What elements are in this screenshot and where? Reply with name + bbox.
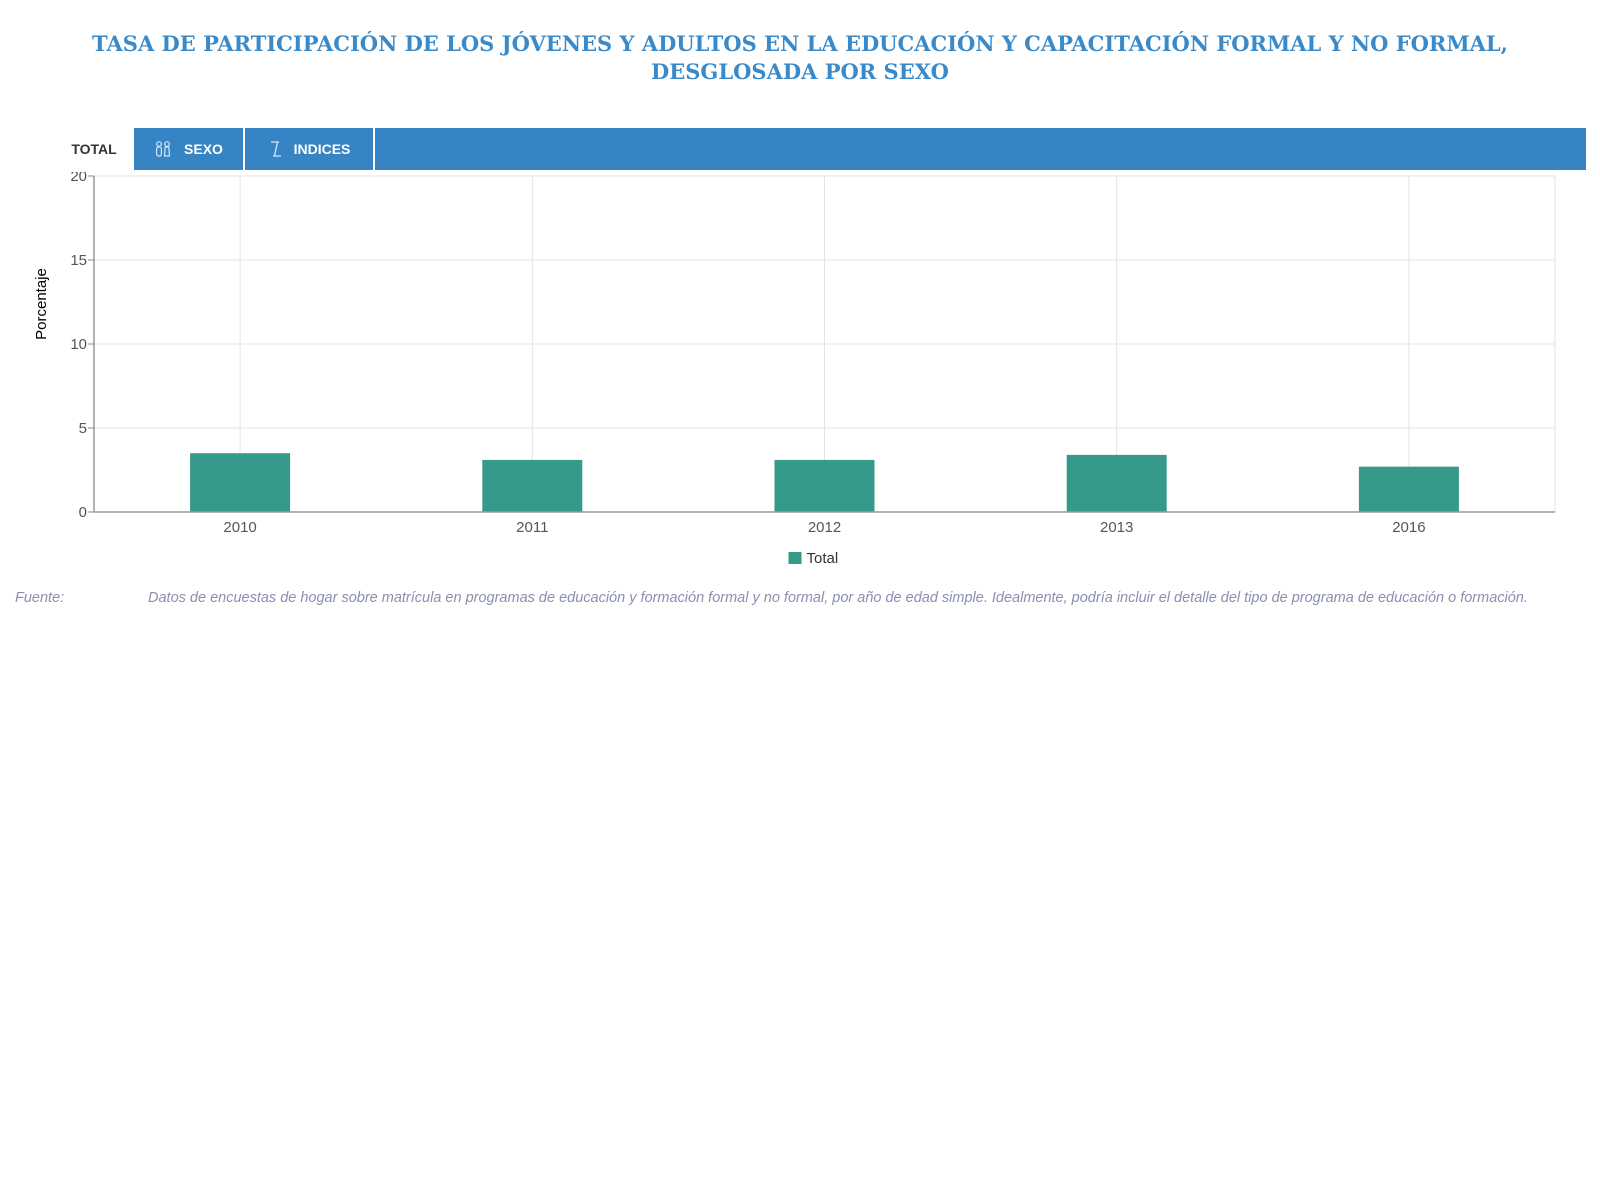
- legend-label: Total: [807, 550, 839, 567]
- tab-indices-label: INDICES: [293, 141, 351, 157]
- y-tick-label: 20: [70, 172, 87, 185]
- y-tick-label: 0: [79, 504, 87, 521]
- index-icon: [268, 140, 282, 158]
- bar: [1358, 466, 1459, 512]
- tab-indices[interactable]: INDICES: [245, 128, 375, 170]
- tab-sexo-label: SEXO: [184, 141, 223, 157]
- y-tick-label: 10: [70, 336, 87, 353]
- x-tick-label: 2011: [516, 519, 548, 536]
- tab-sexo[interactable]: SEXO: [134, 128, 245, 170]
- chart-legend: Total: [788, 550, 839, 567]
- x-tick-label: 2010: [223, 519, 256, 536]
- chart-axes: 0 5 10 15 20 2010 2011 2012 2013 2016 Porcentaje: [33, 172, 1555, 536]
- bar: [774, 459, 875, 512]
- bar: [1066, 454, 1167, 512]
- source-note: Fuente: Datos de encuestas de hogar sobr…: [15, 586, 1575, 610]
- x-tick-label: 2016: [1392, 519, 1425, 536]
- x-tick-label: 2013: [1100, 519, 1133, 536]
- gender-icon: [154, 140, 172, 158]
- bar: [482, 459, 583, 512]
- legend-swatch: [788, 552, 802, 564]
- page-title: TASA DE PARTICIPACIÓN DE LOS JÓVENES Y A…: [92, 31, 1508, 84]
- y-axis-title: Porcentaje: [33, 268, 50, 340]
- source-text: Datos de encuestas de hogar sobre matríc…: [148, 590, 1528, 606]
- bar: [190, 453, 291, 512]
- x-tick-label: 2012: [808, 519, 841, 536]
- tab-total-label: TOTAL: [71, 141, 117, 157]
- bar-chart: 0 5 10 15 20 2010 2011 2012 2013 2016 Porcentaje T…: [33, 172, 1556, 567]
- y-tick-label: 15: [70, 252, 87, 269]
- tab-total[interactable]: TOTAL: [54, 128, 134, 170]
- source-label: Fuente:: [15, 590, 65, 606]
- y-tick-label: 5: [79, 420, 87, 437]
- chart-bars: [190, 453, 1459, 512]
- view-tabbar: TOTAL SEXO INDICES: [54, 128, 1586, 170]
